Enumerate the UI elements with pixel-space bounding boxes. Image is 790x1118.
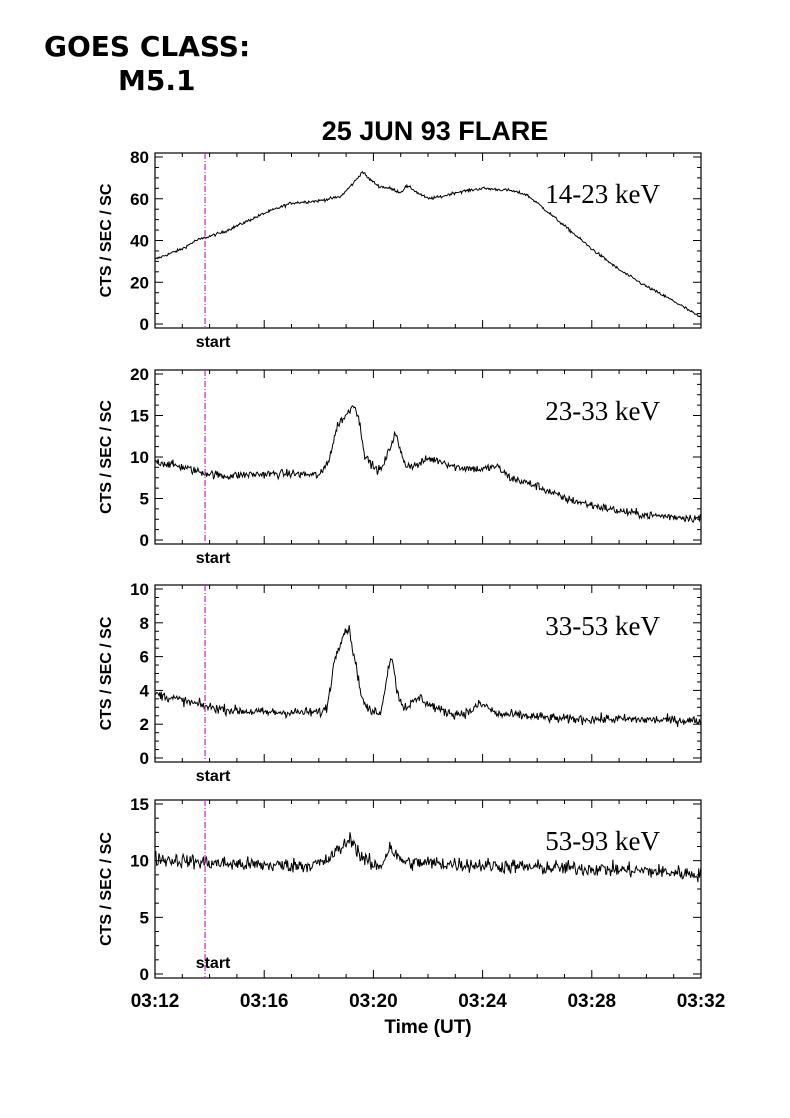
x-tick-label: 03:28 — [567, 991, 616, 1012]
series-line — [154, 625, 702, 727]
y-tick-label: 0 — [140, 965, 149, 984]
y-axis-label: CTS / SEC / SC — [98, 832, 115, 946]
x-axis-label: Time (UT) — [384, 1017, 471, 1038]
x-tick-label: 03:24 — [458, 991, 507, 1012]
y-tick-label: 40 — [130, 232, 149, 251]
x-tick-label: 03:16 — [240, 991, 289, 1012]
y-tick-label: 60 — [130, 190, 149, 209]
y-tick-label: 20 — [130, 273, 149, 292]
y-tick-label: 5 — [140, 908, 149, 927]
panel-4: 0 5 10 15 CTS / SEC / SC start 53-93 keV 03:12 0… — [98, 795, 725, 1012]
y-tick-label: 20 — [130, 365, 149, 384]
y-tick-label: 6 — [140, 648, 149, 667]
series-line — [154, 404, 702, 523]
y-tick-label: 15 — [130, 795, 149, 814]
panel-1: 0 20 40 60 80 CTS / SEC / SC start 14-23 keV — [98, 148, 702, 351]
y-tick-label: 5 — [140, 490, 149, 509]
y-tick-label: 10 — [130, 580, 149, 599]
y-axis-label: CTS / SEC / SC — [98, 400, 115, 514]
energy-band-label: 53-93 keV — [545, 826, 660, 856]
y-tick-label: 0 — [140, 749, 149, 768]
series-line — [155, 171, 702, 318]
y-tick-label: 0 — [140, 315, 149, 334]
y-tick-label: 10 — [130, 448, 149, 467]
chart-title: 25 JUN 93 FLARE — [322, 116, 549, 146]
y-axis-label: CTS / SEC / SC — [98, 183, 115, 297]
panel-2: 0 5 10 15 20 CTS / SEC / SC start 23-33 keV — [98, 365, 702, 567]
energy-band-label: 33-53 keV — [545, 611, 660, 641]
start-marker-label: start — [196, 955, 231, 972]
start-marker-label: start — [196, 550, 231, 567]
y-axis-label: CTS / SEC / SC — [98, 616, 115, 730]
y-tick-label: 15 — [130, 407, 149, 426]
goes-class-heading: GOES CLASS: — [44, 30, 251, 63]
goes-class-value: M5.1 — [118, 64, 196, 97]
y-tick-label: 2 — [140, 715, 149, 734]
start-marker-label: start — [196, 768, 231, 785]
series-line — [154, 832, 702, 883]
energy-band-label: 14-23 keV — [545, 179, 660, 209]
y-tick-label: 8 — [140, 614, 149, 633]
energy-band-label: 23-33 keV — [545, 396, 660, 426]
y-tick-label: 4 — [140, 681, 150, 700]
panel-3: 0 2 4 6 8 10 CTS / SEC / SC start 33-53 keV — [98, 580, 702, 785]
start-marker-label: start — [196, 334, 231, 351]
goes-class-label: GOES CLASS: M5.1 — [44, 30, 304, 98]
x-tick-label: 03:12 — [131, 991, 180, 1012]
x-tick-label: 03:32 — [677, 991, 726, 1012]
y-tick-label: 10 — [130, 852, 149, 871]
x-tick-label: 03:20 — [349, 991, 398, 1012]
y-tick-label: 80 — [130, 148, 149, 167]
y-tick-label: 0 — [140, 531, 149, 550]
